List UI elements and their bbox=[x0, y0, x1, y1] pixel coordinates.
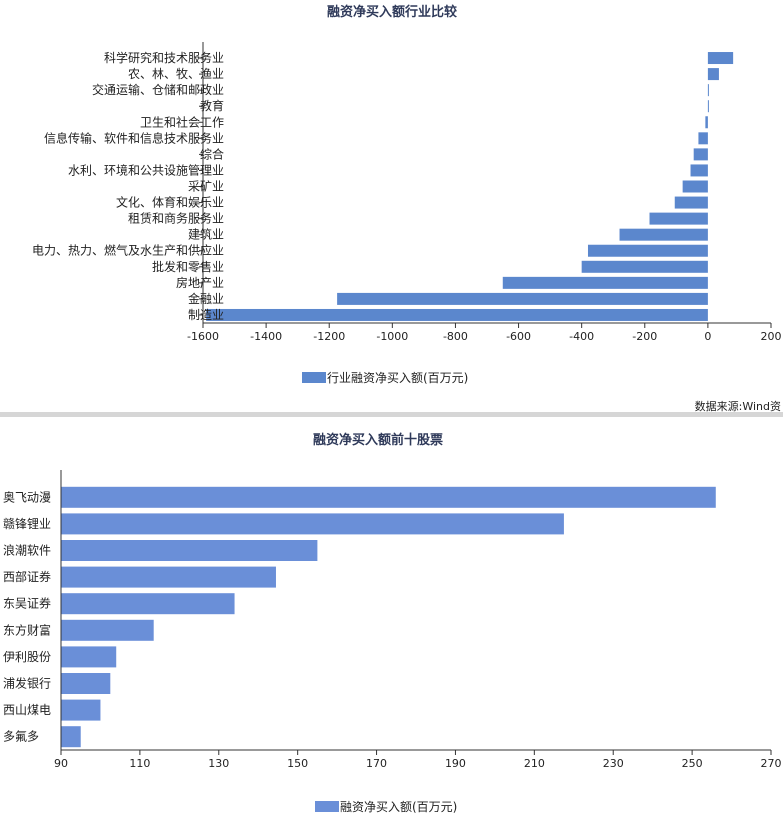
chart2-legend-swatch bbox=[315, 801, 339, 812]
chart1-axes bbox=[199, 42, 772, 328]
category-label: 多氟多 bbox=[3, 730, 39, 744]
bar-10 bbox=[674, 196, 708, 209]
category-label: 科学研究和技术服务业 bbox=[104, 50, 224, 65]
bar-1 bbox=[61, 486, 716, 508]
bar-8 bbox=[690, 164, 708, 177]
category-label: 建筑业 bbox=[188, 227, 224, 242]
x-tick-label: 170 bbox=[366, 757, 387, 770]
x-tick-label: -200 bbox=[632, 330, 657, 343]
bar-5 bbox=[61, 593, 235, 615]
bar-4 bbox=[707, 100, 709, 113]
top10-stocks-chart: 融资净买入额前十股票 奥飞动漫赣锋锂业浪潮软件西部证券东吴证券东方财富伊利股份浦… bbox=[3, 432, 782, 814]
bar-3 bbox=[61, 540, 318, 561]
bar-8 bbox=[61, 673, 111, 694]
x-tick-label: 90 bbox=[54, 757, 68, 770]
bar-7 bbox=[61, 646, 117, 668]
chart2-legend-label: 融资净买入额(百万元) bbox=[340, 800, 457, 814]
bar-9 bbox=[682, 180, 708, 193]
category-label: 批发和零售业 bbox=[152, 259, 224, 274]
category-label: 教育 bbox=[200, 98, 224, 113]
chart1-tick-labels: -1600 -1400 -1200 -1000 -800 -600 -400 -200 0 200 bbox=[187, 330, 781, 343]
x-tick-label: 210 bbox=[524, 757, 545, 770]
chart2-legend: 融资净买入额(百万元) bbox=[315, 800, 457, 814]
category-label: 浦发银行 bbox=[3, 676, 51, 691]
chart2-bars bbox=[61, 486, 716, 748]
x-tick-label: -1400 bbox=[250, 330, 282, 343]
bar-2 bbox=[707, 68, 719, 81]
bar-2 bbox=[61, 513, 564, 535]
category-label: 奥飞动漫 bbox=[3, 490, 51, 504]
chart1-legend-swatch bbox=[302, 372, 326, 383]
category-label: 文化、体育和娱乐业 bbox=[116, 195, 224, 210]
bar-16 bbox=[337, 292, 708, 305]
bar-11 bbox=[649, 212, 708, 225]
x-tick-label: 190 bbox=[445, 757, 466, 770]
x-tick-label: 110 bbox=[129, 757, 150, 770]
bar-6 bbox=[698, 132, 708, 145]
category-label: 西山煤电 bbox=[3, 703, 51, 717]
category-label: 卫生和社会工作 bbox=[140, 114, 224, 129]
bar-5 bbox=[705, 116, 708, 129]
x-tick-label: 150 bbox=[287, 757, 308, 770]
x-tick-label: -400 bbox=[569, 330, 594, 343]
category-label: 水利、环境和公共设施管理业 bbox=[68, 162, 224, 177]
x-tick-label: -1200 bbox=[313, 330, 345, 343]
section-divider bbox=[0, 412, 783, 417]
category-label: 农、林、牧、渔业 bbox=[128, 67, 224, 81]
x-tick-label: -800 bbox=[443, 330, 468, 343]
x-tick-label: 250 bbox=[682, 757, 703, 770]
category-label: 制造业 bbox=[188, 308, 224, 322]
bar-15 bbox=[502, 276, 708, 289]
category-label: 东吴证券 bbox=[3, 596, 51, 611]
bar-17 bbox=[206, 308, 708, 321]
chart1-legend: 行业融资净买入额(百万元) bbox=[302, 371, 468, 385]
category-label: 东方财富 bbox=[3, 622, 51, 637]
bar-14 bbox=[581, 260, 708, 273]
bar-9 bbox=[61, 699, 101, 721]
category-label: 电力、热力、燃气及水生产和供应业 bbox=[32, 243, 224, 258]
category-label: 伊利股份 bbox=[3, 650, 51, 664]
category-label: 综合 bbox=[200, 146, 224, 161]
x-tick-label: -600 bbox=[506, 330, 531, 343]
category-label: 西部证券 bbox=[3, 569, 51, 584]
bar-1 bbox=[707, 52, 734, 65]
chart1-legend-label: 行业融资净买入额(百万元) bbox=[327, 371, 468, 385]
category-label: 租赁和商务服务业 bbox=[128, 211, 224, 226]
x-tick-label: 0 bbox=[704, 330, 711, 343]
chart2-tick-labels: 90 110 130 150 170 190 210 230 250 270 bbox=[54, 757, 782, 770]
industry-net-buy-chart: 融资净买入额行业比较 科学研究和技术服务业农、林、牧、渔业交通运输、仓储和邮政业… bbox=[32, 4, 782, 385]
x-tick-label: 230 bbox=[603, 757, 624, 770]
category-label: 浪潮软件 bbox=[3, 543, 51, 558]
x-tick-label: 200 bbox=[761, 330, 782, 343]
bar-10 bbox=[61, 726, 81, 748]
bar-3 bbox=[707, 84, 709, 97]
bar-6 bbox=[61, 619, 154, 641]
bar-13 bbox=[587, 244, 708, 257]
source-note: 数据来源:Wind资 bbox=[695, 399, 781, 413]
x-tick-label: 270 bbox=[761, 757, 782, 770]
chart1-title: 融资净买入额行业比较 bbox=[327, 4, 457, 20]
category-label: 信息传输、软件和信息技术服务业 bbox=[44, 130, 224, 145]
chart1-category-labels: 科学研究和技术服务业农、林、牧、渔业交通运输、仓储和邮政业教育卫生和社会工作信息… bbox=[32, 50, 224, 322]
x-tick-label: -1000 bbox=[376, 330, 408, 343]
category-label: 金融业 bbox=[188, 291, 224, 306]
category-label: 交通运输、仓储和邮政业 bbox=[92, 82, 224, 97]
chart2-axes bbox=[60, 470, 772, 755]
category-label: 赣锋锂业 bbox=[3, 516, 51, 531]
x-tick-label: 130 bbox=[208, 757, 229, 770]
bar-4 bbox=[61, 566, 276, 588]
chart1-bars bbox=[206, 52, 734, 321]
bar-7 bbox=[693, 148, 708, 161]
category-label: 采矿业 bbox=[188, 180, 224, 194]
x-tick-label: -1600 bbox=[187, 330, 219, 343]
chart2-title: 融资净买入额前十股票 bbox=[313, 432, 443, 448]
bar-12 bbox=[619, 228, 708, 241]
category-label: 房地产业 bbox=[176, 275, 224, 290]
